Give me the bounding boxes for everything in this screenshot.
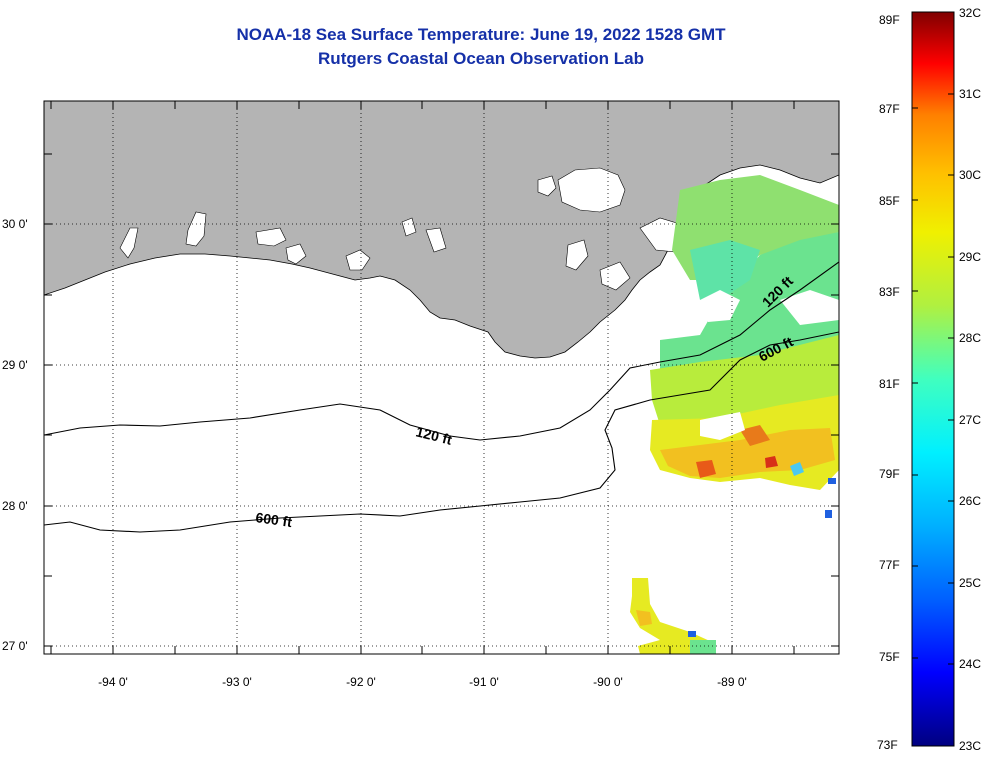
colorbar-label-f: 81F <box>879 377 900 391</box>
map-subtitle: Rutgers Coastal Ocean Observation Lab <box>318 49 644 68</box>
colorbar-label-c: 31C <box>959 87 982 101</box>
lon-label: -91 0' <box>469 675 499 689</box>
lon-label: -90 0' <box>593 675 623 689</box>
contour-label-600ft-west: 600 ft <box>255 509 294 530</box>
frame-ticks <box>44 101 839 654</box>
graticule <box>44 101 839 654</box>
colorbar-label-c: 30C <box>959 168 982 182</box>
colorbar-label-f: 79F <box>879 467 900 481</box>
lat-label: 29 0' <box>2 358 28 372</box>
colorbar-label-f: 83F <box>879 285 900 299</box>
colorbar-label-c: 29C <box>959 250 982 264</box>
colorbar-label-f: 89F <box>879 13 900 27</box>
colorbar-label-c: 25C <box>959 576 982 590</box>
colorbar-label-f: 73F <box>877 738 898 752</box>
lon-label: -94 0' <box>98 675 128 689</box>
colorbar <box>911 11 955 747</box>
colorbar-label-c: 23C <box>959 739 982 753</box>
colorbar-label-c: 24C <box>959 657 982 671</box>
colorbar-label-f: 85F <box>879 194 900 208</box>
colorbar-label-c: 32C <box>959 6 982 20</box>
lon-label: -92 0' <box>346 675 376 689</box>
map-title: NOAA-18 Sea Surface Temperature: June 19… <box>236 25 726 44</box>
lat-label: 30 0' <box>2 217 28 231</box>
lat-label: 27 0' <box>2 639 28 653</box>
colorbar-ticks <box>912 93 954 665</box>
colorbar-label-c: 27C <box>959 413 982 427</box>
depth-contours <box>44 261 839 533</box>
map-frame <box>43 100 840 655</box>
colorbar-label-c: 26C <box>959 494 982 508</box>
sst-swath <box>630 175 839 654</box>
colorbar-label-f: 87F <box>879 102 900 116</box>
colorbar-label-f: 77F <box>879 558 900 572</box>
lon-label: -89 0' <box>717 675 747 689</box>
lat-label: 28 0' <box>2 499 28 513</box>
colorbar-label-f: 75F <box>879 650 900 664</box>
colorbar-label-c: 28C <box>959 331 982 345</box>
lon-label: -93 0' <box>222 675 252 689</box>
